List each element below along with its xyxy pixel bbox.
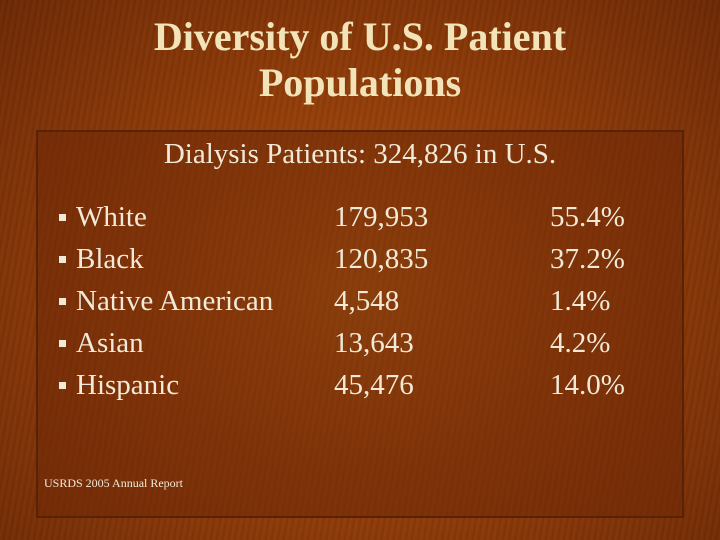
patient-percent: 14.0% — [550, 369, 625, 401]
square-bullet-icon — [59, 256, 66, 263]
group-name: Native American — [76, 285, 274, 317]
list-item: Asian 13,643 4.2% — [38, 322, 682, 364]
patient-percent: 4.2% — [550, 327, 611, 359]
square-bullet-icon — [59, 214, 66, 221]
group-name: Hispanic — [76, 369, 180, 401]
population-list: White 179,953 55.4% Black 120,835 37.2% … — [38, 196, 682, 406]
patient-percent: 37.2% — [550, 243, 625, 275]
list-item: White 179,953 55.4% — [38, 196, 682, 238]
list-item: Hispanic 45,476 14.0% — [38, 364, 682, 406]
square-bullet-icon — [59, 340, 66, 347]
source-citation: USRDS 2005 Annual Report — [44, 476, 184, 490]
patient-count: 179,953 — [334, 201, 429, 233]
group-name: White — [76, 201, 147, 233]
slide-title: Diversity of U.S. Patient Populations — [0, 14, 720, 106]
list-item: Black 120,835 37.2% — [38, 238, 682, 280]
slide-title-line-2: Populations — [258, 60, 462, 105]
patient-count: 4,548 — [334, 285, 400, 317]
group-name: Asian — [76, 327, 144, 359]
patient-count: 120,835 — [334, 243, 429, 275]
patient-percent: 55.4% — [550, 201, 625, 233]
group-name: Black — [76, 243, 144, 275]
square-bullet-icon — [59, 298, 66, 305]
subtitle: Dialysis Patients: 324,826 in U.S. — [163, 138, 557, 170]
content-panel: Dialysis Patients: 324,826 in U.S. White… — [36, 130, 684, 518]
square-bullet-icon — [59, 382, 66, 389]
patient-percent: 1.4% — [550, 285, 611, 317]
slide-title-line-1: Diversity of U.S. Patient — [153, 14, 567, 59]
patient-count: 13,643 — [334, 327, 414, 359]
list-item: Native American 4,548 1.4% — [38, 280, 682, 322]
patient-count: 45,476 — [334, 369, 414, 401]
